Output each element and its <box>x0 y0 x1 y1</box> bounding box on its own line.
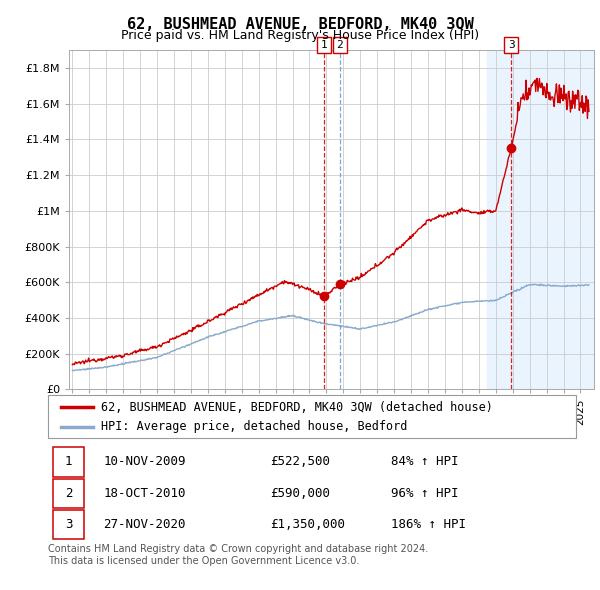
FancyBboxPatch shape <box>53 447 84 477</box>
Text: HPI: Average price, detached house, Bedford: HPI: Average price, detached house, Bedf… <box>101 420 407 433</box>
Text: 1: 1 <box>65 455 73 468</box>
Text: £1,350,000: £1,350,000 <box>270 518 345 531</box>
Text: This data is licensed under the Open Government Licence v3.0.: This data is licensed under the Open Gov… <box>48 556 359 566</box>
Text: 96% ↑ HPI: 96% ↑ HPI <box>391 487 459 500</box>
Text: Contains HM Land Registry data © Crown copyright and database right 2024.: Contains HM Land Registry data © Crown c… <box>48 544 428 554</box>
Text: 2: 2 <box>65 487 73 500</box>
FancyBboxPatch shape <box>48 395 576 438</box>
Text: Price paid vs. HM Land Registry's House Price Index (HPI): Price paid vs. HM Land Registry's House … <box>121 30 479 42</box>
Text: £590,000: £590,000 <box>270 487 330 500</box>
Text: 18-OCT-2010: 18-OCT-2010 <box>103 487 186 500</box>
Bar <box>487 50 594 389</box>
Text: 1: 1 <box>320 40 328 50</box>
FancyBboxPatch shape <box>53 510 84 539</box>
Text: 27-NOV-2020: 27-NOV-2020 <box>103 518 186 531</box>
Text: 2: 2 <box>337 40 343 50</box>
Text: 3: 3 <box>65 518 73 531</box>
Text: 3: 3 <box>508 40 515 50</box>
Text: 186% ↑ HPI: 186% ↑ HPI <box>391 518 466 531</box>
Text: 62, BUSHMEAD AVENUE, BEDFORD, MK40 3QW: 62, BUSHMEAD AVENUE, BEDFORD, MK40 3QW <box>127 17 473 31</box>
FancyBboxPatch shape <box>53 478 84 508</box>
Text: £522,500: £522,500 <box>270 455 330 468</box>
Text: 62, BUSHMEAD AVENUE, BEDFORD, MK40 3QW (detached house): 62, BUSHMEAD AVENUE, BEDFORD, MK40 3QW (… <box>101 401 493 414</box>
Text: 10-NOV-2009: 10-NOV-2009 <box>103 455 186 468</box>
Text: 84% ↑ HPI: 84% ↑ HPI <box>391 455 459 468</box>
